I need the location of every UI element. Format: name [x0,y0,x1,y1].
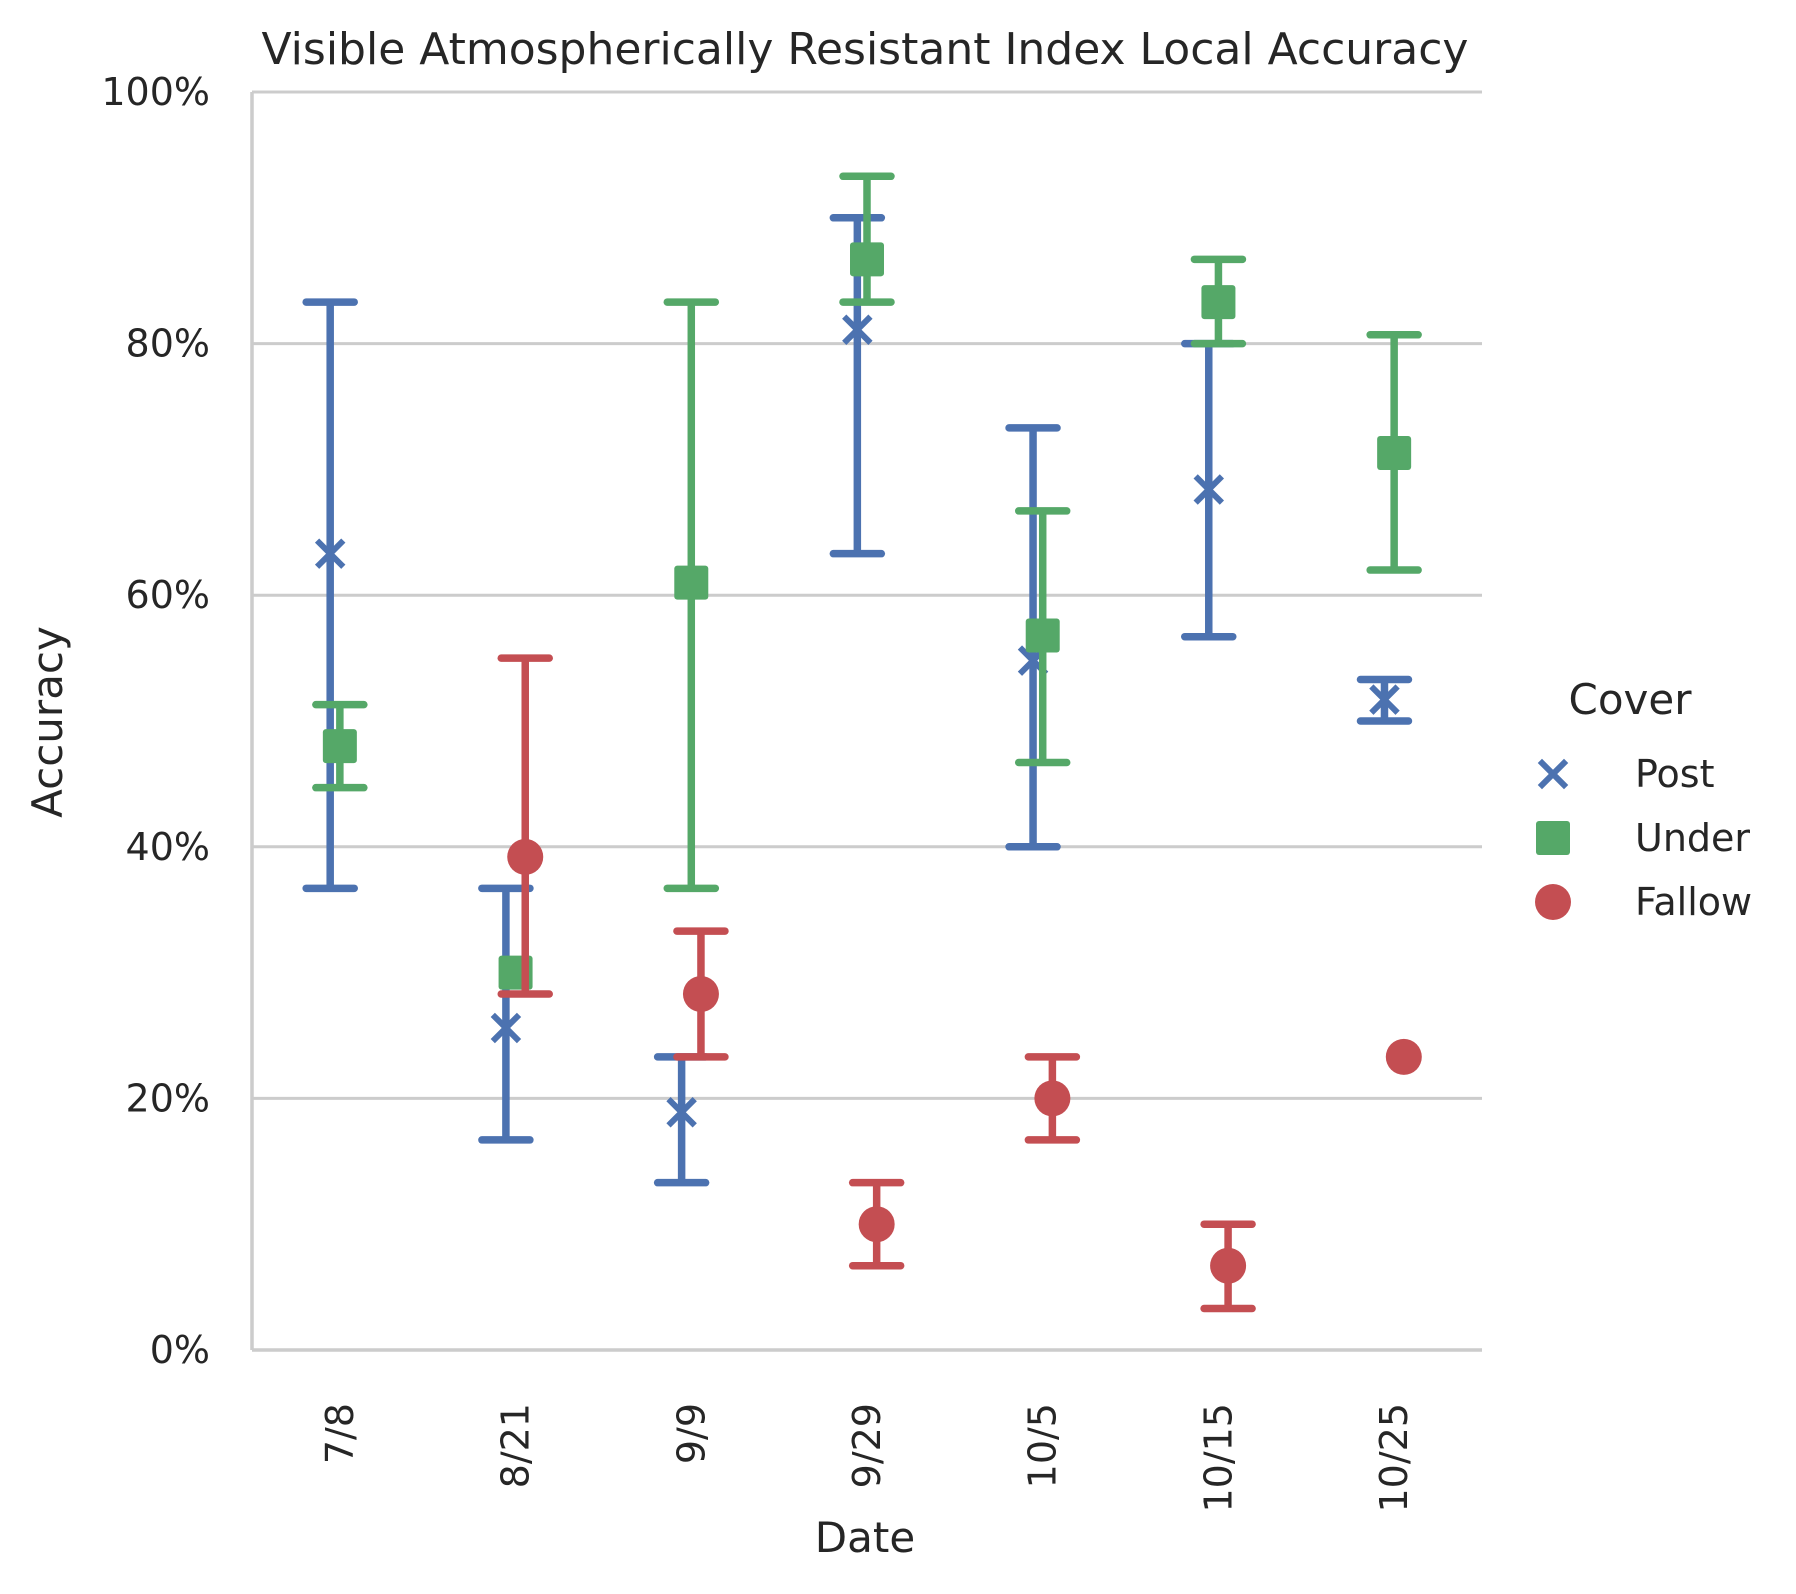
point-post-x-marker [1193,474,1225,505]
x-axis-label: Date [815,1513,915,1562]
legend-label-fallow: Fallow [1635,880,1752,924]
point-post-x-marker [1369,684,1400,715]
legend: Cover Post Under Fallow [1535,675,1752,924]
tick-layer: 0% 20% 40% 60% 80% 100% 7/8 8/21 9/9 9/29 10/5 10/1… [101,70,1416,1513]
point-post-x-marker [490,1012,522,1044]
point-under-square-marker [674,565,709,600]
y-tick-label: 80% [126,322,210,366]
point-under-square-marker [850,242,884,277]
axes-layer [250,92,1482,1352]
y-axis-label: Accuracy [23,626,72,818]
y-tick-label: 0% [150,1328,210,1372]
point-fallow-circle-marker [1210,1247,1247,1284]
point-post-x-marker [314,538,346,569]
x-tick-label: 9/9 [669,1403,713,1464]
legend-label-post: Post [1635,752,1715,796]
series-layer [302,172,1422,1313]
point-fallow-circle-marker [682,975,719,1012]
legend-under-square-marker [1536,821,1570,855]
point-under-square-marker [322,729,357,764]
y-tick-label: 40% [126,825,210,869]
x-tick-label: 9/29 [845,1403,889,1488]
point-under-square-marker [1025,618,1060,653]
point-fallow-circle-marker [858,1206,895,1243]
y-tick-label: 60% [126,573,210,617]
series-fallow [497,654,1422,1313]
legend-label-under: Under [1635,816,1750,860]
x-tick-label: 8/21 [494,1403,538,1488]
chart-title: Visible Atmospherically Resistant Index … [262,24,1469,75]
series-post [302,214,1413,1187]
x-tick-label: 10/15 [1196,1403,1240,1513]
x-tick-label: 10/25 [1372,1403,1416,1513]
point-under-square-marker [1377,436,1412,471]
x-tick-label: 7/8 [318,1403,362,1464]
legend-title: Cover [1569,675,1693,724]
point-post-x-marker [666,1096,697,1128]
x-tick-label: 10/5 [1021,1403,1065,1488]
legend-fallow-circle-marker [1535,884,1571,920]
legend-post-x-marker [1537,758,1569,790]
point-under-square-marker [1201,285,1236,320]
point-fallow-circle-marker [1034,1080,1071,1117]
y-tick-label: 20% [126,1076,210,1120]
point-post-x-marker [842,314,873,346]
y-tick-label: 100% [101,70,210,114]
point-fallow-circle-marker [1385,1038,1422,1075]
series-under [312,172,1422,990]
point-fallow-circle-marker [507,838,544,875]
grid-layer [252,90,1482,1100]
